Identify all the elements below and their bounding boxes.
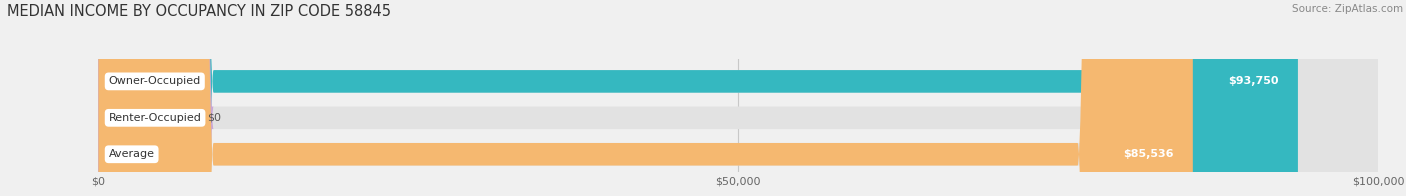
Text: Owner-Occupied: Owner-Occupied [108,76,201,86]
FancyBboxPatch shape [98,0,1378,196]
FancyBboxPatch shape [98,0,1192,196]
FancyBboxPatch shape [98,0,1298,196]
Text: $85,536: $85,536 [1123,149,1174,159]
FancyBboxPatch shape [98,0,1378,196]
Text: Average: Average [108,149,155,159]
FancyBboxPatch shape [98,0,1378,196]
Text: $0: $0 [207,113,221,123]
Text: Source: ZipAtlas.com: Source: ZipAtlas.com [1292,4,1403,14]
Text: MEDIAN INCOME BY OCCUPANCY IN ZIP CODE 58845: MEDIAN INCOME BY OCCUPANCY IN ZIP CODE 5… [7,4,391,19]
FancyBboxPatch shape [66,0,214,196]
Text: Renter-Occupied: Renter-Occupied [108,113,201,123]
Text: $93,750: $93,750 [1229,76,1278,86]
